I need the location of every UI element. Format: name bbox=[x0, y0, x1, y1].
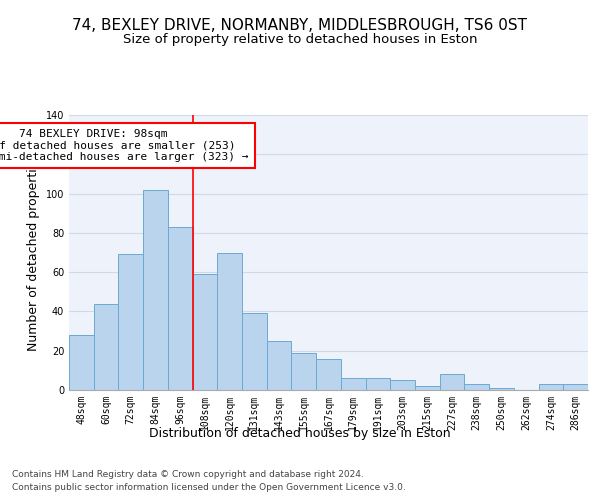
Text: Contains public sector information licensed under the Open Government Licence v3: Contains public sector information licen… bbox=[12, 482, 406, 492]
Bar bbox=[193, 274, 217, 390]
Bar bbox=[69, 335, 94, 390]
Bar bbox=[563, 384, 588, 390]
Bar bbox=[539, 384, 563, 390]
Bar bbox=[341, 378, 365, 390]
Bar bbox=[464, 384, 489, 390]
Y-axis label: Number of detached properties: Number of detached properties bbox=[27, 154, 40, 351]
Bar bbox=[267, 341, 292, 390]
Bar bbox=[365, 378, 390, 390]
Bar bbox=[316, 358, 341, 390]
Bar bbox=[292, 352, 316, 390]
Bar bbox=[118, 254, 143, 390]
Text: 74, BEXLEY DRIVE, NORMANBY, MIDDLESBROUGH, TS6 0ST: 74, BEXLEY DRIVE, NORMANBY, MIDDLESBROUG… bbox=[73, 18, 527, 32]
Bar bbox=[168, 227, 193, 390]
Bar bbox=[415, 386, 440, 390]
Bar bbox=[440, 374, 464, 390]
Text: Contains HM Land Registry data © Crown copyright and database right 2024.: Contains HM Land Registry data © Crown c… bbox=[12, 470, 364, 479]
Bar bbox=[217, 252, 242, 390]
Text: Distribution of detached houses by size in Eston: Distribution of detached houses by size … bbox=[149, 428, 451, 440]
Bar bbox=[489, 388, 514, 390]
Text: 74 BEXLEY DRIVE: 98sqm
← 43% of detached houses are smaller (253)
55% of semi-de: 74 BEXLEY DRIVE: 98sqm ← 43% of detached… bbox=[0, 128, 249, 162]
Text: Size of property relative to detached houses in Eston: Size of property relative to detached ho… bbox=[123, 32, 477, 46]
Bar bbox=[242, 314, 267, 390]
Bar bbox=[94, 304, 118, 390]
Bar bbox=[390, 380, 415, 390]
Bar bbox=[143, 190, 168, 390]
